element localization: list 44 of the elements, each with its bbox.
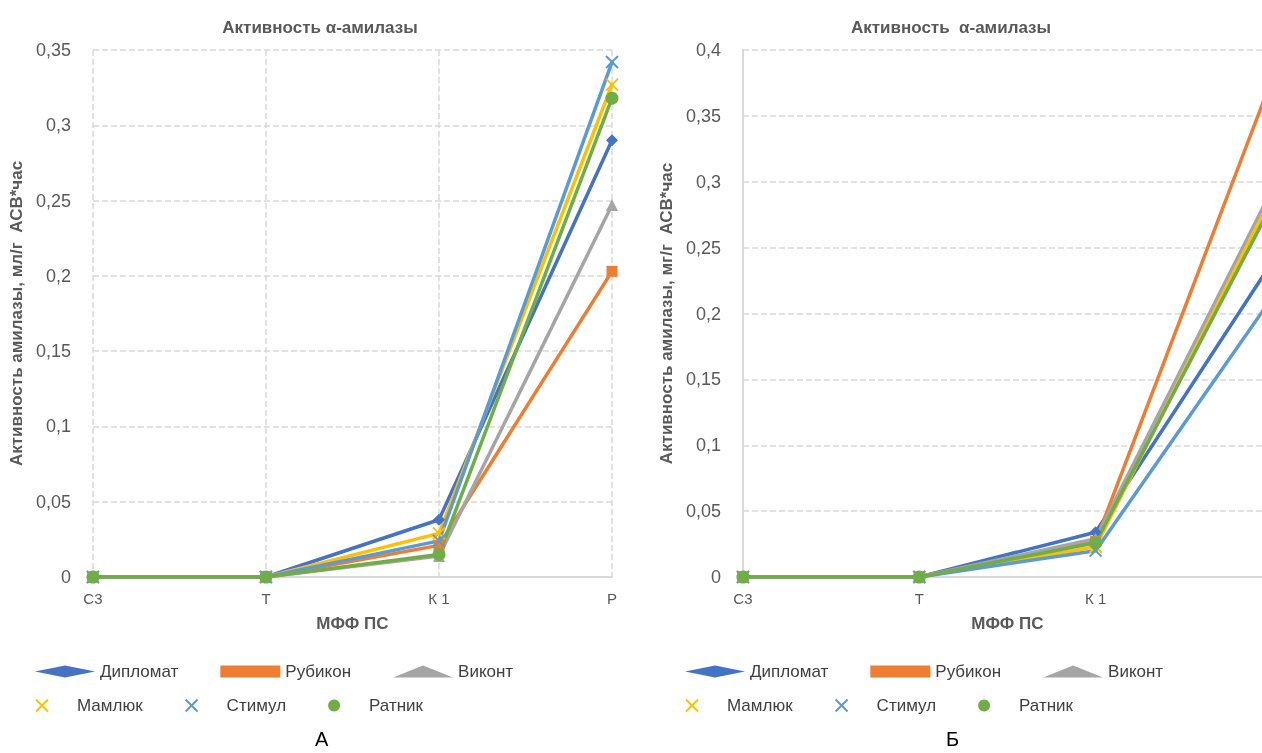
y-tick-label: 0,4 (695, 40, 721, 60)
y-tick-label: 0,2 (45, 265, 71, 286)
legend-label: Ратник (1019, 696, 1074, 715)
y-tick-label: 0 (60, 567, 71, 587)
legend-label: Виконт (458, 662, 514, 681)
legend-label: Дипломат (100, 662, 179, 681)
y-axis-title: Активность амилазы, мл/г АСВ*час (7, 160, 26, 467)
y-tick-label: 0,05 (685, 501, 721, 522)
y-tick-label: 0,35 (685, 105, 721, 126)
y-tick-label: 0,25 (35, 190, 71, 211)
y-tick-label: 0,1 (45, 416, 71, 437)
x-tick-label: К 1 (428, 590, 450, 607)
legend-label: Мамлюк (77, 696, 144, 715)
y-tick-label: 0 (710, 567, 721, 587)
legend-label: Рубикон (935, 662, 1002, 681)
y-tick-label: 0,25 (685, 237, 721, 258)
y-tick-label: 0,1 (695, 435, 721, 456)
y-tick-label: 0,2 (695, 303, 721, 324)
chart-title: Активность α-амилазы (222, 18, 418, 37)
x-tick-label: К 1 (1085, 590, 1107, 607)
legend-label: Виконт (1108, 662, 1164, 681)
y-tick-label: 0,3 (695, 171, 721, 192)
chart-title: Активность α-амилазы (850, 18, 1052, 37)
x-axis-title: МФФ ПС (971, 614, 1044, 633)
y-tick-label: 0,05 (35, 491, 71, 512)
x-tick-label: Т (261, 590, 271, 607)
legend-label: Стимул (226, 696, 287, 715)
y-tick-label: 0,15 (35, 341, 71, 362)
legend-label: Рубикон (285, 662, 352, 681)
x-tick-label: С3 (83, 590, 103, 607)
y-axis-title: Активность амилазы, мг/г АСВ*час (657, 162, 676, 465)
x-tick-label: Р (606, 590, 618, 607)
x-tick-label: С3 (733, 590, 753, 607)
y-tick-label: 0,35 (35, 40, 71, 60)
y-tick-label: 0,3 (45, 115, 71, 136)
text: Б (946, 728, 960, 750)
x-axis-title: МФФ ПС (316, 614, 389, 633)
legend-label: Стимул (876, 696, 937, 715)
y-tick-label: 0,15 (685, 369, 721, 390)
text: А (315, 728, 329, 750)
x-tick-label: Т (914, 590, 924, 607)
legend-label: Ратник (369, 696, 424, 715)
legend-label: Дипломат (750, 662, 829, 681)
legend-label: Мамлюк (727, 696, 794, 715)
